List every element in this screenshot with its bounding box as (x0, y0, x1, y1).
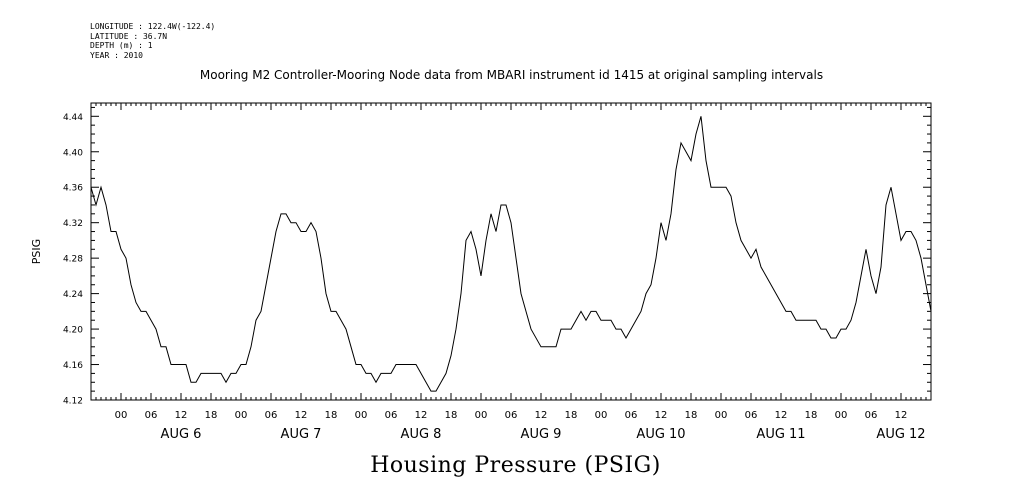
x-day-label: AUG 7 (281, 427, 322, 442)
y-tick-label: 4.28 (63, 255, 83, 265)
x-tick-label: 00 (115, 410, 128, 421)
x-day-label: AUG 10 (636, 427, 685, 442)
y-axis-label: PSIG (30, 239, 43, 264)
x-tick-label: 12 (415, 410, 428, 421)
y-tick-label: 4.32 (63, 219, 83, 229)
x-day-label: AUG 6 (161, 427, 202, 442)
longitude-label: LONGITUDE : 122.4W(-122.4) (90, 22, 216, 31)
y-tick-label: 4.40 (63, 148, 83, 158)
x-tick-label: 06 (385, 410, 398, 421)
x-tick-label: 18 (685, 410, 698, 421)
x-tick-label: 00 (475, 410, 488, 421)
y-tick-label: 4.36 (63, 184, 83, 194)
x-day-label: AUG 12 (876, 427, 925, 442)
y-tick-label: 4.16 (63, 361, 83, 371)
axes: PSIG (30, 102, 932, 401)
series-line (90, 116, 932, 392)
y-tick-label: 4.20 (63, 326, 83, 336)
y-axis-ticks: 4.12 4.16 4.20 4.24 4.28 4.32 4.36 4.40 4.44 (63, 106, 931, 407)
x-tick-label: 06 (145, 410, 158, 421)
x-tick-label: 12 (295, 410, 308, 421)
x-tick-label: 18 (205, 410, 218, 421)
x-day-label: AUG 8 (401, 427, 442, 442)
x-tick-label: 18 (565, 410, 578, 421)
x-tick-label: 06 (745, 410, 758, 421)
x-tick-label: 18 (805, 410, 818, 421)
x-tick-label: 12 (895, 410, 908, 421)
x-tick-label: 00 (595, 410, 608, 421)
plot-area (90, 116, 932, 392)
year-label: YEAR : 2010 (90, 50, 143, 60)
depth-label: DEPTH (m) : 1 (90, 41, 153, 50)
y-tick-label: 4.24 (63, 290, 83, 300)
x-tick-label: 18 (445, 410, 458, 421)
plot-frame (90, 102, 932, 401)
x-tick-label: 06 (865, 410, 878, 421)
latitude-label: LATITUDE : 36.7N (90, 31, 168, 41)
x-tick-label: 06 (265, 410, 278, 421)
x-tick-label: 06 (625, 410, 638, 421)
x-tick-label: 00 (355, 410, 368, 421)
footer-title: Housing Pressure (PSIG) (370, 453, 661, 478)
x-day-label: AUG 11 (756, 427, 805, 442)
x-tick-label: 06 (505, 410, 518, 421)
x-tick-label: 00 (235, 410, 248, 421)
x-tick-label: 18 (325, 410, 338, 421)
x-tick-label: 00 (715, 410, 728, 421)
x-day-label: AUG 9 (521, 427, 562, 442)
chart-title: Mooring M2 Controller-Mooring Node data … (199, 68, 824, 82)
x-tick-label: 12 (655, 410, 668, 421)
y-tick-label: 4.12 (63, 397, 83, 407)
x-tick-label: 12 (775, 410, 788, 421)
y-tick-label: 4.44 (63, 113, 83, 123)
x-tick-label: 12 (535, 410, 548, 421)
x-tick-label: 12 (175, 410, 188, 421)
x-tick-label: 00 (835, 410, 848, 421)
metadata-block: LONGITUDE : 122.4W(-122.4) LATITUDE : 36… (90, 22, 215, 60)
